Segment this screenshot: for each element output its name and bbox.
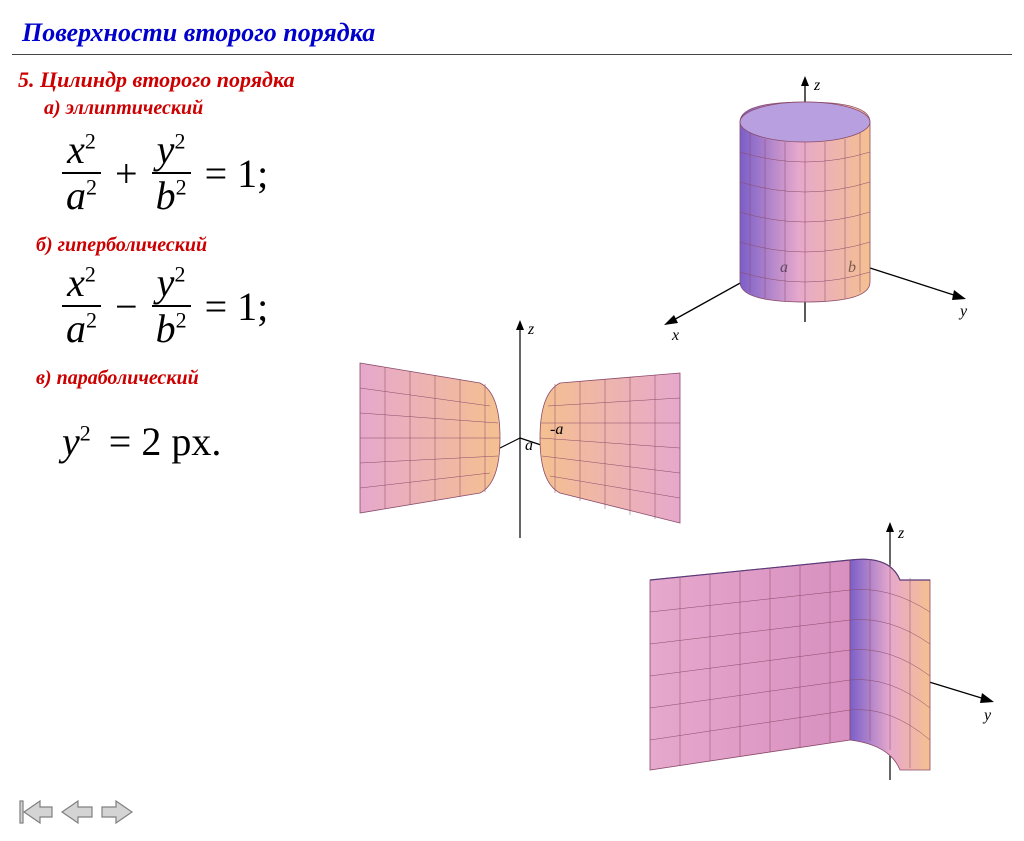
figure-parabolic-cylinder: z y x [590, 520, 1000, 810]
nav-arrows [18, 797, 136, 827]
svg-text:b: b [848, 259, 856, 276]
title-underline [12, 54, 1012, 55]
section-title: Цилиндр второго порядка [40, 67, 295, 92]
page-title: Поверхности второго порядка [0, 0, 1024, 54]
section-number: 5. [18, 67, 35, 92]
svg-text:z: z [527, 321, 535, 338]
nav-prev-button[interactable] [58, 797, 96, 827]
lhs: y2 [62, 418, 91, 465]
svg-text:z: z [813, 77, 821, 94]
fraction: y2 b2 [152, 263, 191, 349]
rhs-text: = 2 px. [99, 418, 228, 465]
nav-first-button[interactable] [18, 797, 56, 827]
minus-op: − [109, 283, 144, 330]
rhs-text: = 1; [199, 150, 275, 197]
plus-op: + [109, 150, 144, 197]
svg-text:y: y [958, 303, 968, 320]
svg-text:y: y [982, 707, 992, 724]
svg-text:a: a [525, 437, 533, 454]
fraction: x2 a2 [62, 130, 101, 216]
fraction: x2 a2 [62, 263, 101, 349]
svg-text:z: z [897, 525, 905, 542]
rhs-text: = 1; [199, 283, 275, 330]
svg-text:-a: -a [550, 421, 563, 438]
fraction: y2 b2 [152, 130, 191, 216]
nav-next-button[interactable] [98, 797, 136, 827]
svg-text:a: a [780, 259, 788, 276]
